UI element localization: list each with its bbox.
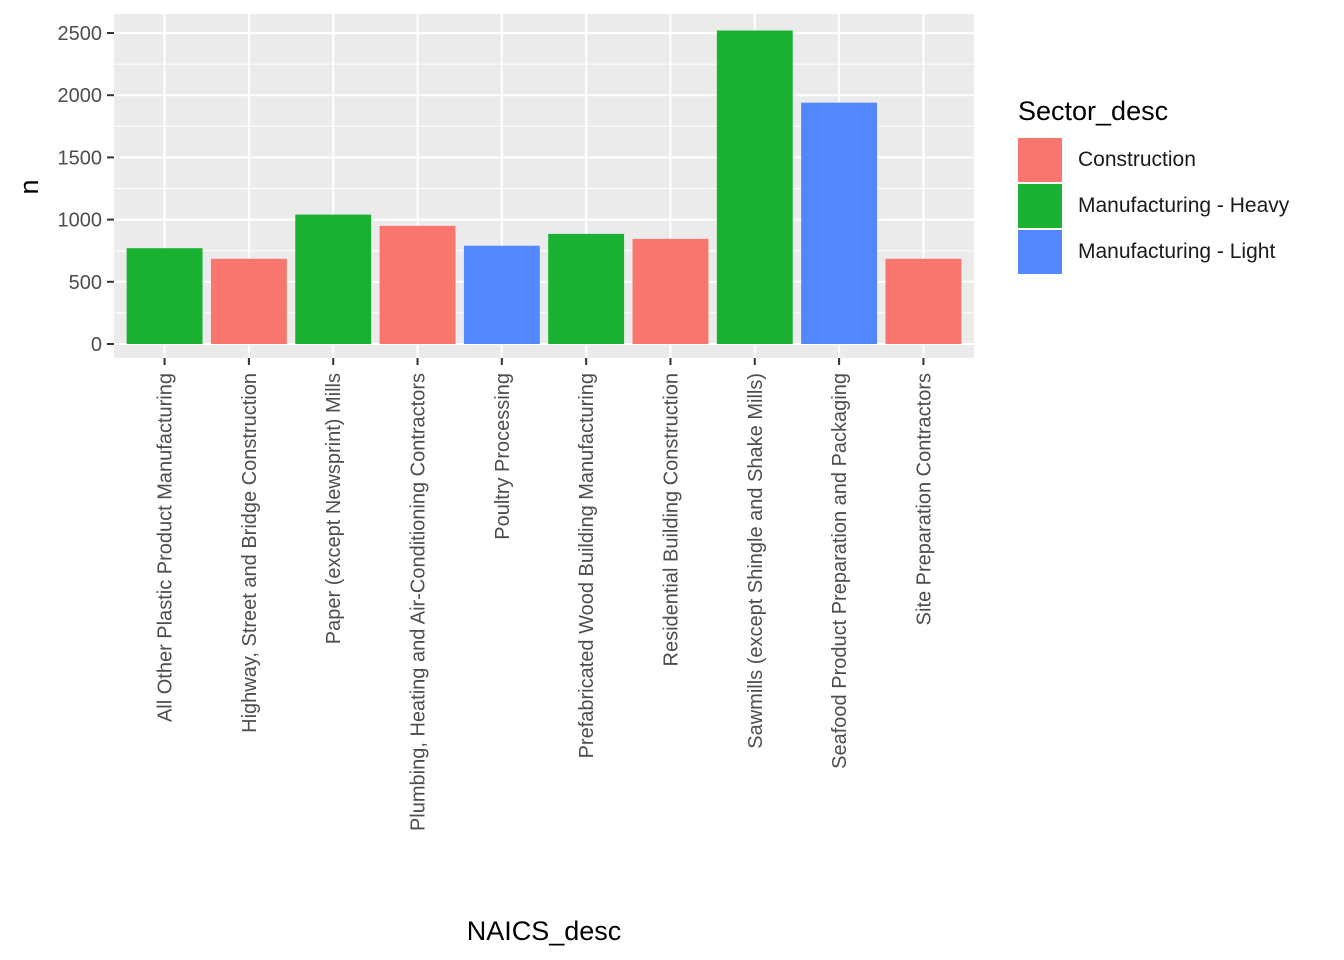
y-tick-label: 2500 [58, 23, 103, 45]
legend-label: Manufacturing - Heavy [1078, 194, 1290, 217]
legend-item-manufacturing-heavy: Manufacturing - Heavy [1018, 183, 1289, 229]
legend-label: Construction [1078, 148, 1196, 171]
x-tick-label: Paper (except Newsprint) Mills [323, 373, 345, 644]
legend-swatch [1018, 230, 1062, 274]
legend-item-construction: Construction [1018, 137, 1289, 183]
y-tick-label: 1000 [58, 210, 103, 232]
bar [210, 258, 287, 344]
y-tick-label: 2000 [58, 85, 103, 107]
x-tick-label: Seafood Product Preparation and Packagin… [829, 373, 851, 769]
legend-title: Sector_desc [1018, 96, 1169, 126]
legend: Sector_desc Construction Manufacturing -… [1018, 96, 1289, 275]
bars [126, 30, 962, 345]
bar [885, 258, 962, 344]
legend-item-manufacturing-light: Manufacturing - Light [1018, 229, 1289, 275]
x-tick-label: Site Preparation Contractors [913, 373, 935, 625]
x-tick-label: Prefabricated Wood Building Manufacturin… [576, 373, 598, 758]
y-tick-label: 500 [69, 272, 102, 294]
y-axis: 0 500 1000 1500 2000 2500 [58, 23, 114, 356]
x-axis: All Other Plastic Product Manufacturing H… [155, 358, 935, 831]
x-tick-label: All Other Plastic Product Manufacturing [155, 373, 177, 722]
bar [463, 245, 540, 344]
bar [716, 30, 793, 345]
legend-label: Manufacturing - Light [1078, 240, 1276, 263]
x-tick-label: Plumbing, Heating and Air-Conditioning C… [408, 373, 430, 831]
bar [801, 102, 878, 344]
x-tick-label: Highway, Street and Bridge Construction [239, 373, 261, 733]
bar [379, 225, 456, 344]
bar [548, 233, 625, 344]
legend-swatch [1018, 138, 1062, 182]
bar [295, 214, 372, 344]
y-tick-label: 0 [91, 334, 102, 356]
y-axis-title: n [14, 179, 44, 194]
bar [632, 238, 709, 344]
y-tick-label: 1500 [58, 147, 103, 169]
x-tick-label: Poultry Processing [492, 373, 514, 540]
legend-swatch [1018, 184, 1062, 228]
x-axis-title: NAICS_desc [467, 916, 622, 946]
x-tick-label: Sawmills (except Shingle and Shake Mills… [745, 373, 767, 749]
bar [126, 248, 203, 344]
x-tick-label: Residential Building Construction [660, 373, 682, 667]
